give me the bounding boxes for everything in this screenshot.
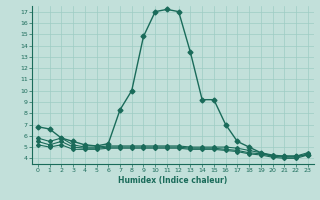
X-axis label: Humidex (Indice chaleur): Humidex (Indice chaleur) [118,176,228,185]
